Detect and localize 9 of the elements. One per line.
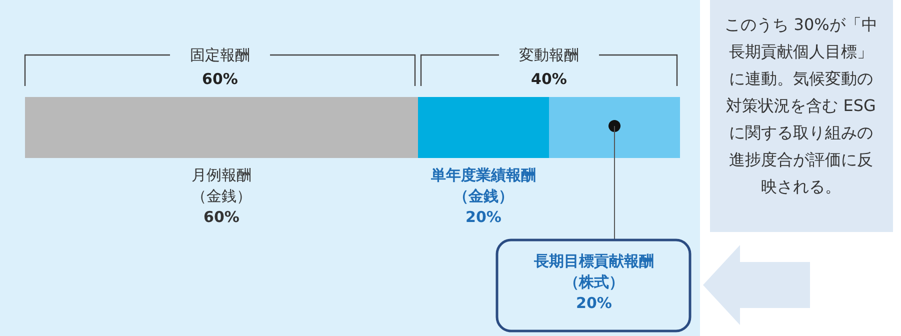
text: 長期目標貢献報酬（株式）	[533, 252, 654, 291]
text: 変動報酬 40%	[519, 46, 579, 88]
text: 60%	[204, 208, 240, 226]
text: このうち 30%が「中長期貢献個人目標」に連動。気候変動の対策状況を含む ESG に関する取り組みの進捗度合が評価に反映される。	[724, 15, 878, 196]
text: 固定報酬 60%	[190, 46, 250, 88]
text: 20%	[466, 208, 502, 226]
series-label: 単年度業績報酬（金銭）	[430, 166, 536, 205]
series-label: 月例報酬（金銭）	[192, 166, 252, 205]
text: 20%	[576, 294, 612, 312]
